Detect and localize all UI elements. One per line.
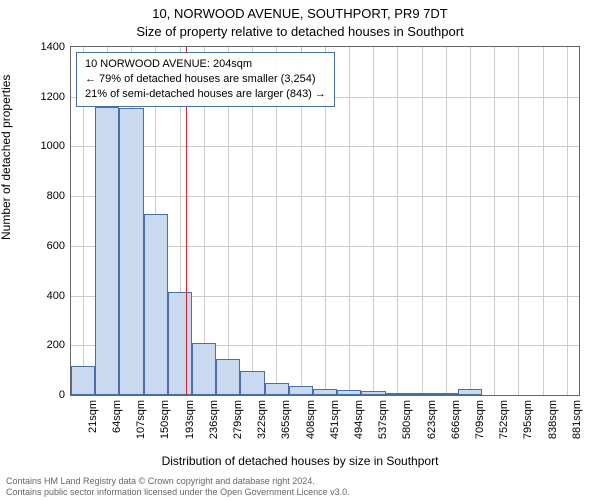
- annotation-line3: 21% of semi-detached houses are larger (…: [85, 87, 326, 102]
- xtick-label: 494sqm: [353, 400, 365, 450]
- chart-container: 10, NORWOOD AVENUE, SOUTHPORT, PR9 7DT S…: [0, 0, 600, 500]
- gridline-v: [494, 47, 495, 395]
- xtick-label: 451sqm: [329, 400, 341, 450]
- gridline-v: [373, 47, 374, 395]
- xtick-label: 236sqm: [208, 400, 220, 450]
- histogram-bar: [119, 108, 143, 395]
- gridline-v: [470, 47, 471, 395]
- ytick-label: 0: [25, 389, 65, 401]
- histogram-bar: [289, 386, 313, 395]
- xtick-label: 752sqm: [498, 400, 510, 450]
- ytick-label: 800: [25, 190, 65, 202]
- y-axis-label: Number of detached properties: [0, 75, 13, 240]
- histogram-bar: [71, 366, 95, 395]
- footer-line1: Contains HM Land Registry data © Crown c…: [6, 476, 594, 487]
- histogram-bar: [410, 393, 434, 395]
- footer: Contains HM Land Registry data © Crown c…: [6, 476, 594, 499]
- histogram-bar: [192, 343, 216, 395]
- xtick-label: 666sqm: [450, 400, 462, 450]
- xtick-label: 580sqm: [401, 400, 413, 450]
- histogram-bar: [361, 391, 385, 395]
- xtick-label: 795sqm: [522, 400, 534, 450]
- xtick-label: 150sqm: [159, 400, 171, 450]
- xtick-label: 64sqm: [111, 400, 123, 450]
- title-sub: Size of property relative to detached ho…: [0, 24, 600, 39]
- gridline-v: [518, 47, 519, 395]
- histogram-bar: [337, 390, 361, 395]
- xtick-label: 193sqm: [184, 400, 196, 450]
- gridline-v: [446, 47, 447, 395]
- annotation-line1: 10 NORWOOD AVENUE: 204sqm: [85, 57, 326, 72]
- histogram-bar: [240, 371, 264, 395]
- xtick-label: 365sqm: [280, 400, 292, 450]
- xtick-label: 408sqm: [305, 400, 317, 450]
- histogram-bar: [313, 389, 337, 395]
- xtick-label: 537sqm: [377, 400, 389, 450]
- histogram-bar: [434, 393, 458, 395]
- ytick-label: 200: [25, 339, 65, 351]
- annotation-box: 10 NORWOOD AVENUE: 204sqm ← 79% of detac…: [76, 52, 335, 107]
- histogram-bar: [216, 359, 240, 395]
- gridline-v: [422, 47, 423, 395]
- ytick-label: 1200: [25, 91, 65, 103]
- xtick-label: 107sqm: [135, 400, 147, 450]
- annotation-line2: ← 79% of detached houses are smaller (3,…: [85, 72, 326, 87]
- xtick-label: 709sqm: [474, 400, 486, 450]
- xtick-label: 881sqm: [571, 400, 583, 450]
- gridline-v: [567, 47, 568, 395]
- gridline-v: [543, 47, 544, 395]
- xtick-label: 21sqm: [87, 400, 99, 450]
- xtick-label: 279sqm: [232, 400, 244, 450]
- xtick-label: 838sqm: [547, 400, 559, 450]
- ytick-label: 1400: [25, 41, 65, 53]
- xtick-label: 623sqm: [426, 400, 438, 450]
- gridline-v: [349, 47, 350, 395]
- gridline-v: [397, 47, 398, 395]
- histogram-bar: [168, 292, 192, 395]
- ytick-label: 400: [25, 290, 65, 302]
- histogram-bar: [144, 214, 168, 395]
- histogram-bar: [95, 107, 119, 395]
- xtick-label: 322sqm: [256, 400, 268, 450]
- ytick-label: 600: [25, 240, 65, 252]
- histogram-bar: [386, 393, 410, 395]
- title-main: 10, NORWOOD AVENUE, SOUTHPORT, PR9 7DT: [0, 6, 600, 21]
- x-axis-label: Distribution of detached houses by size …: [0, 454, 600, 468]
- histogram-bar: [458, 389, 482, 395]
- histogram-bar: [265, 383, 289, 395]
- plot-area: 10 NORWOOD AVENUE: 204sqm ← 79% of detac…: [70, 46, 580, 396]
- ytick-label: 1000: [25, 140, 65, 152]
- footer-line2: Contains public sector information licen…: [6, 487, 594, 498]
